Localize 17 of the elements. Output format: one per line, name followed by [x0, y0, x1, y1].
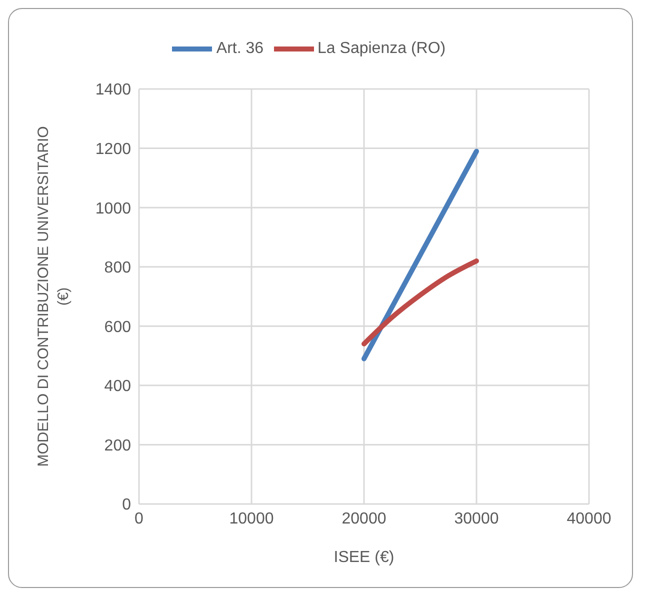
y-tick-label: 600 [104, 318, 132, 336]
x-tick-label: 30000 [454, 510, 499, 528]
y-tick-label: 1200 [95, 140, 132, 158]
legend-label: Art. 36 [216, 40, 264, 58]
y-tick-label: 200 [104, 437, 132, 454]
x-tick-label: 10000 [229, 510, 274, 528]
y-tick-label: 400 [104, 378, 132, 396]
x-tick-label: 20000 [342, 510, 386, 528]
y-tick-label: 800 [104, 260, 132, 277]
y-axis-title: MODELLO DI CONTRIBUZIONE UNIVERSITARIO (€) [35, 126, 72, 467]
x-tick-label: 0 [134, 510, 144, 528]
y-tick-label: 1400 [95, 82, 132, 99]
x-axis-title: ISEE (€) [334, 549, 394, 566]
y-tick-label: 1000 [95, 200, 132, 218]
y-tick-label: 0 [122, 496, 132, 514]
x-tick-label: 40000 [566, 510, 612, 528]
legend-label: La Sapienza (RO) [318, 40, 446, 58]
